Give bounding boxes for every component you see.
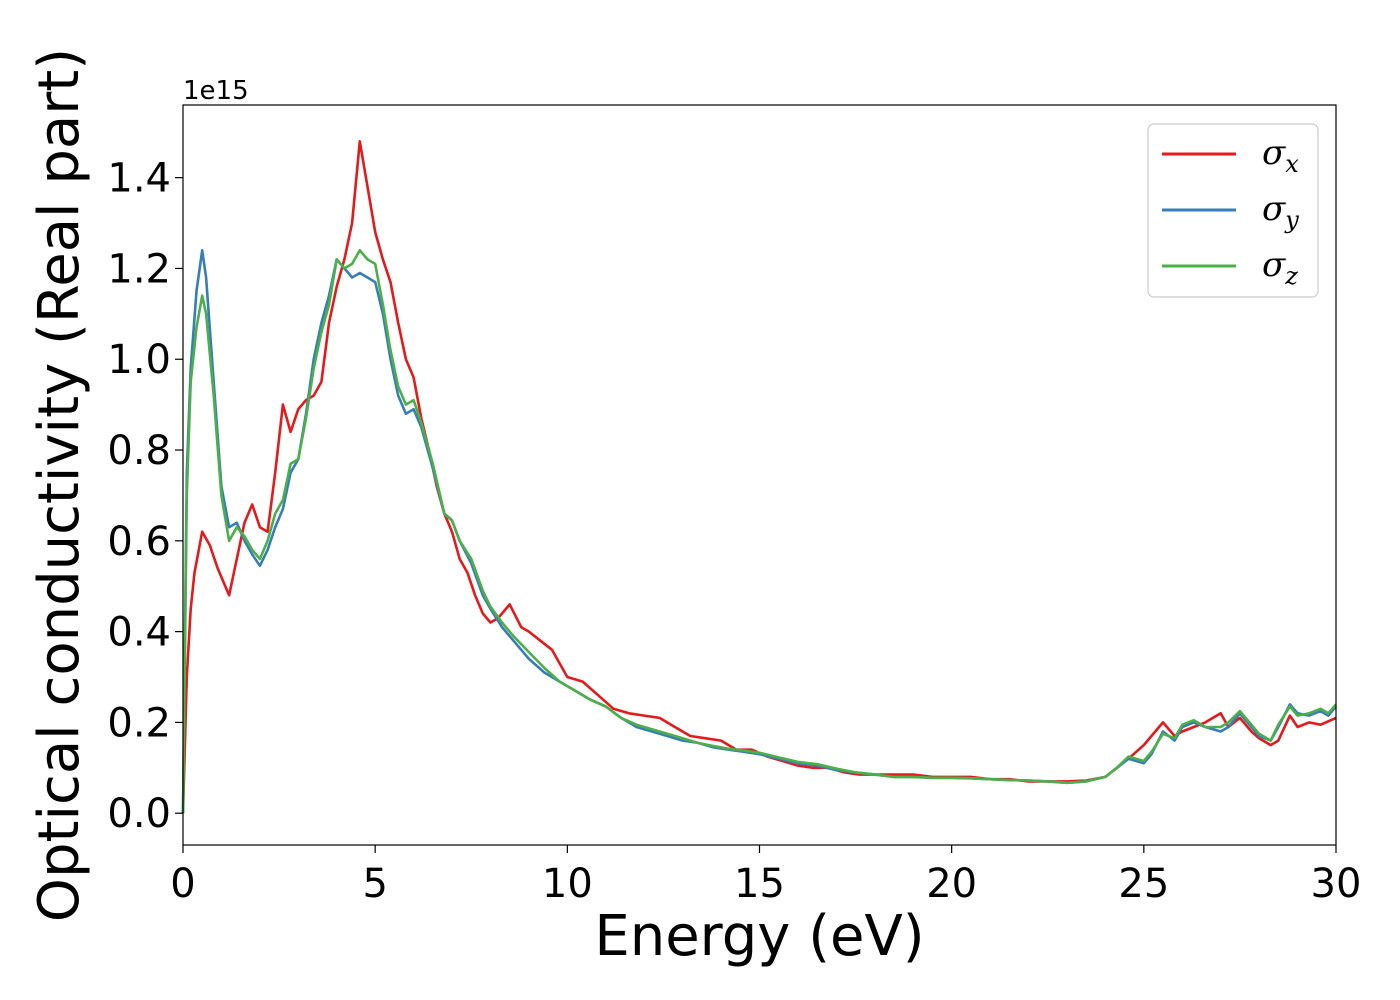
x-tick-label: 10 — [542, 861, 593, 907]
x-tick-label: 0 — [170, 861, 195, 907]
y-tick-label: 1.4 — [107, 156, 171, 202]
legend-label-z: σz — [1262, 245, 1298, 290]
series-line-x — [181, 140, 1337, 814]
x-axis: 0 5 10 15 20 25 30 — [170, 845, 1361, 907]
y-tick-label: 1.2 — [107, 246, 171, 292]
y-tick-label: 0.2 — [107, 700, 171, 746]
y-tick-label: 0.8 — [107, 428, 171, 474]
y-offset-label: 1e15 — [183, 76, 249, 106]
legend: σx σy σz — [1147, 123, 1319, 298]
x-axis-label: Energy (eV) — [594, 904, 924, 969]
legend-label-y: σy — [1262, 189, 1299, 234]
y-axis: 0.0 0.2 0.4 0.6 0.8 1.0 1.2 1.4 — [107, 156, 183, 837]
y-tick-label: 0.4 — [107, 610, 171, 656]
x-tick-label: 15 — [734, 861, 785, 907]
series-line-z — [181, 249, 1337, 814]
x-tick-label: 30 — [1311, 861, 1362, 907]
y-tick-label: 0.6 — [107, 519, 171, 565]
x-tick-label: 20 — [926, 861, 977, 907]
x-tick-label: 5 — [362, 861, 387, 907]
y-tick-label: 1.0 — [107, 337, 171, 383]
y-tick-label: 0.0 — [107, 791, 171, 837]
legend-label-x: σx — [1262, 133, 1299, 178]
series-layer — [181, 140, 1337, 814]
x-tick-label: 25 — [1118, 861, 1169, 907]
y-axis-label: Optical conductivity (Real part) — [27, 48, 92, 922]
